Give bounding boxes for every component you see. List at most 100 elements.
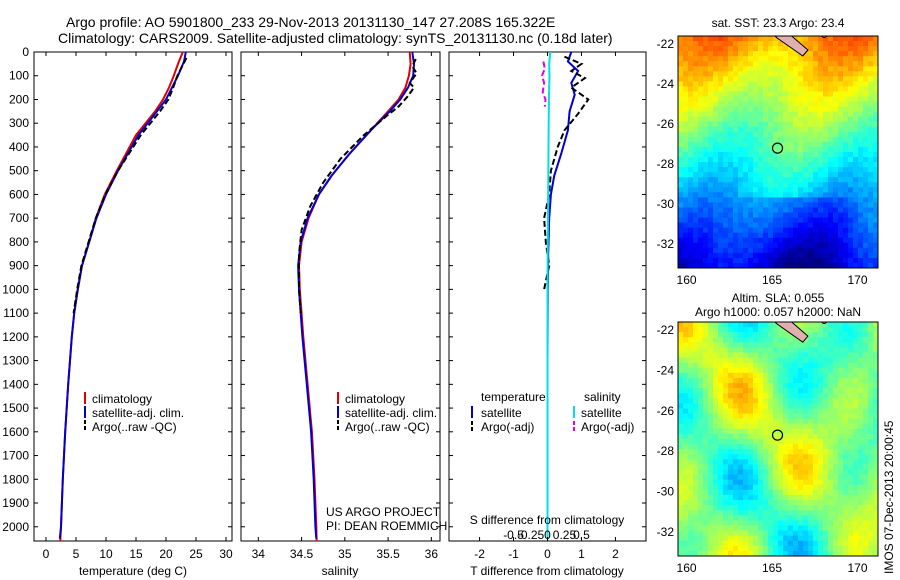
sla-map-frame (677, 321, 879, 557)
depth-tick-label: 700 (9, 211, 29, 225)
legend-label-s-satellite: satellite (581, 406, 622, 420)
sst-map-title: sat. SST: 23.3 Argo: 23.4 (712, 16, 845, 30)
t-difference-axis-label: T difference from climatology (470, 564, 624, 578)
map-lon-tick-label: 160 (677, 273, 697, 287)
map-lat-tick-label: -24 (657, 77, 675, 91)
map-lat-tick-label: -24 (657, 363, 675, 377)
map-lat-tick-label: -28 (657, 444, 675, 458)
map-lat-tick-label: -30 (657, 197, 675, 211)
salinity-profile-series (297, 52, 418, 541)
axis-ticks-and-labels: 0 5 10 15 20 25 300100200300400500600700800900… (2, 37, 868, 575)
temperature-x-tick-label: 15 (129, 547, 143, 561)
temperature-plot-frame (33, 51, 233, 542)
legend-label-t-argo: Argo(-adj) (481, 420, 534, 434)
legend-label-argo: Argo(..raw -QC) (345, 420, 430, 434)
salinity-series-climatology (297, 52, 412, 541)
map-lat-tick-label: -30 (657, 484, 675, 498)
map-lat-tick-label: -22 (657, 37, 675, 51)
depth-tick-label: 1700 (2, 449, 29, 463)
temperature-series-satellite-adj-clim (58, 52, 187, 539)
temperature-x-tick-label: 10 (99, 547, 113, 561)
depth-tick-label: 900 (9, 259, 29, 273)
difference-legend: temperature satellite Argo(-adj) salinit… (471, 390, 634, 434)
salinity-plot-frame (240, 51, 441, 542)
map-lon-tick-label: 165 (762, 273, 782, 287)
salinity-x-tick-label: 36 (425, 547, 439, 561)
legend-label-argo: Argo(..raw -QC) (92, 420, 177, 434)
map-lat-tick-label: -22 (657, 323, 675, 337)
salinity-x-tick-label: 35 (338, 547, 352, 561)
depth-tick-label: 1900 (2, 496, 29, 510)
depth-tick-label: 100 (9, 69, 29, 83)
differences-series-argo-adj-salinity (541, 61, 547, 107)
depth-tick-label: 400 (9, 140, 29, 154)
difference-profile-series (541, 52, 590, 539)
s-difference-axis-label: S difference from climatology (470, 513, 625, 527)
temperature-profile-series (58, 52, 188, 541)
depth-tick-label: 2000 (2, 520, 29, 534)
depth-tick-label: 1200 (2, 330, 29, 344)
legend-label-satellite: satellite-adj. clim. (92, 406, 184, 420)
depth-tick-label: 1500 (2, 401, 29, 415)
island-outline (774, 36, 809, 57)
temperature-series-climatology (59, 52, 184, 541)
salinity-x-tick-label: 35.5 (376, 547, 400, 561)
small-island (821, 322, 827, 324)
sla-map-title: Altim. SLA: 0.055 (732, 291, 825, 305)
figure-title-line-2: Climatology: CARS2009. Satellite-adjuste… (58, 30, 613, 46)
map-lon-tick-label: 170 (847, 561, 867, 575)
depth-tick-label: 1800 (2, 472, 29, 486)
depth-tick-label: 1400 (2, 377, 29, 391)
map-lat-tick-label: -26 (657, 117, 675, 131)
salinity-series-satellite-adj-clim (297, 52, 416, 539)
legend-label-t-satellite: satellite (481, 406, 522, 420)
salinity-series-argo-raw-qc (298, 58, 418, 314)
salinity-axis-label: salinity (322, 564, 359, 578)
map-lat-tick-label: -26 (657, 404, 675, 418)
differences-s-tick-label: -0.25 (517, 528, 545, 542)
depth-tick-label: 800 (9, 235, 29, 249)
figure-title-line-1: Argo profile: AO 5901800_233 29-Nov-2013… (66, 14, 556, 30)
temperature-x-tick-label: 30 (219, 547, 233, 561)
salinity-x-tick-label: 34 (252, 547, 266, 561)
timestamp-stamp: IMOS 07-Dec-2013 20:00:45 (882, 420, 896, 574)
legend-label-climatology: climatology (92, 392, 152, 406)
differences-x-tick-label: 2 (612, 547, 619, 561)
temperature-x-tick-label: 5 (73, 547, 80, 561)
differences-x-tick-label: 0 (544, 547, 551, 561)
legend-heading-temperature: temperature (481, 390, 546, 404)
map-lat-tick-label: -28 (657, 157, 675, 171)
salinity-x-tick-label: 34.5 (290, 547, 314, 561)
differences-x-tick-label: -2 (474, 547, 485, 561)
sla-map-raster (678, 322, 878, 556)
argo-float-position-marker (771, 142, 784, 154)
temperature-x-tick-label: 25 (189, 547, 203, 561)
depth-tick-label: 500 (9, 164, 29, 178)
legend-label-climatology: climatology (345, 392, 405, 406)
map-lat-tick-label: -32 (657, 525, 675, 539)
depth-tick-label: 300 (9, 116, 29, 130)
temperature-legend: climatology satellite-adj. clim. Argo(..… (84, 392, 184, 434)
depth-tick-label: 1300 (2, 354, 29, 368)
map-lon-tick-label: 160 (677, 561, 697, 575)
depth-tick-label: 1600 (2, 425, 29, 439)
depth-tick-label: 200 (9, 92, 29, 106)
map-lon-tick-label: 165 (762, 561, 782, 575)
pi-credit: PI: DEAN ROEMMICH (326, 519, 447, 533)
depth-tick-label: 1100 (3, 306, 29, 320)
sst-map-frame (677, 35, 879, 269)
depth-tick-label: 1000 (2, 282, 29, 296)
salinity-legend: climatology satellite-adj. clim. Argo(..… (337, 392, 437, 434)
differences-s-tick-label: 0.25 (553, 528, 577, 542)
sst-map-raster (678, 36, 878, 268)
map-lat-tick-label: -32 (657, 237, 675, 251)
argo-float-position-marker (771, 429, 784, 441)
temperature-x-tick-label: 20 (159, 547, 173, 561)
small-island (821, 36, 827, 38)
temperature-axis-label: temperature (deg C) (79, 564, 187, 578)
differences-series-satellite-temperature (546, 52, 580, 539)
differences-s-tick-label: 0 (544, 528, 551, 542)
project-credit: US ARGO PROJECT (326, 505, 441, 519)
island-outline (774, 322, 809, 343)
